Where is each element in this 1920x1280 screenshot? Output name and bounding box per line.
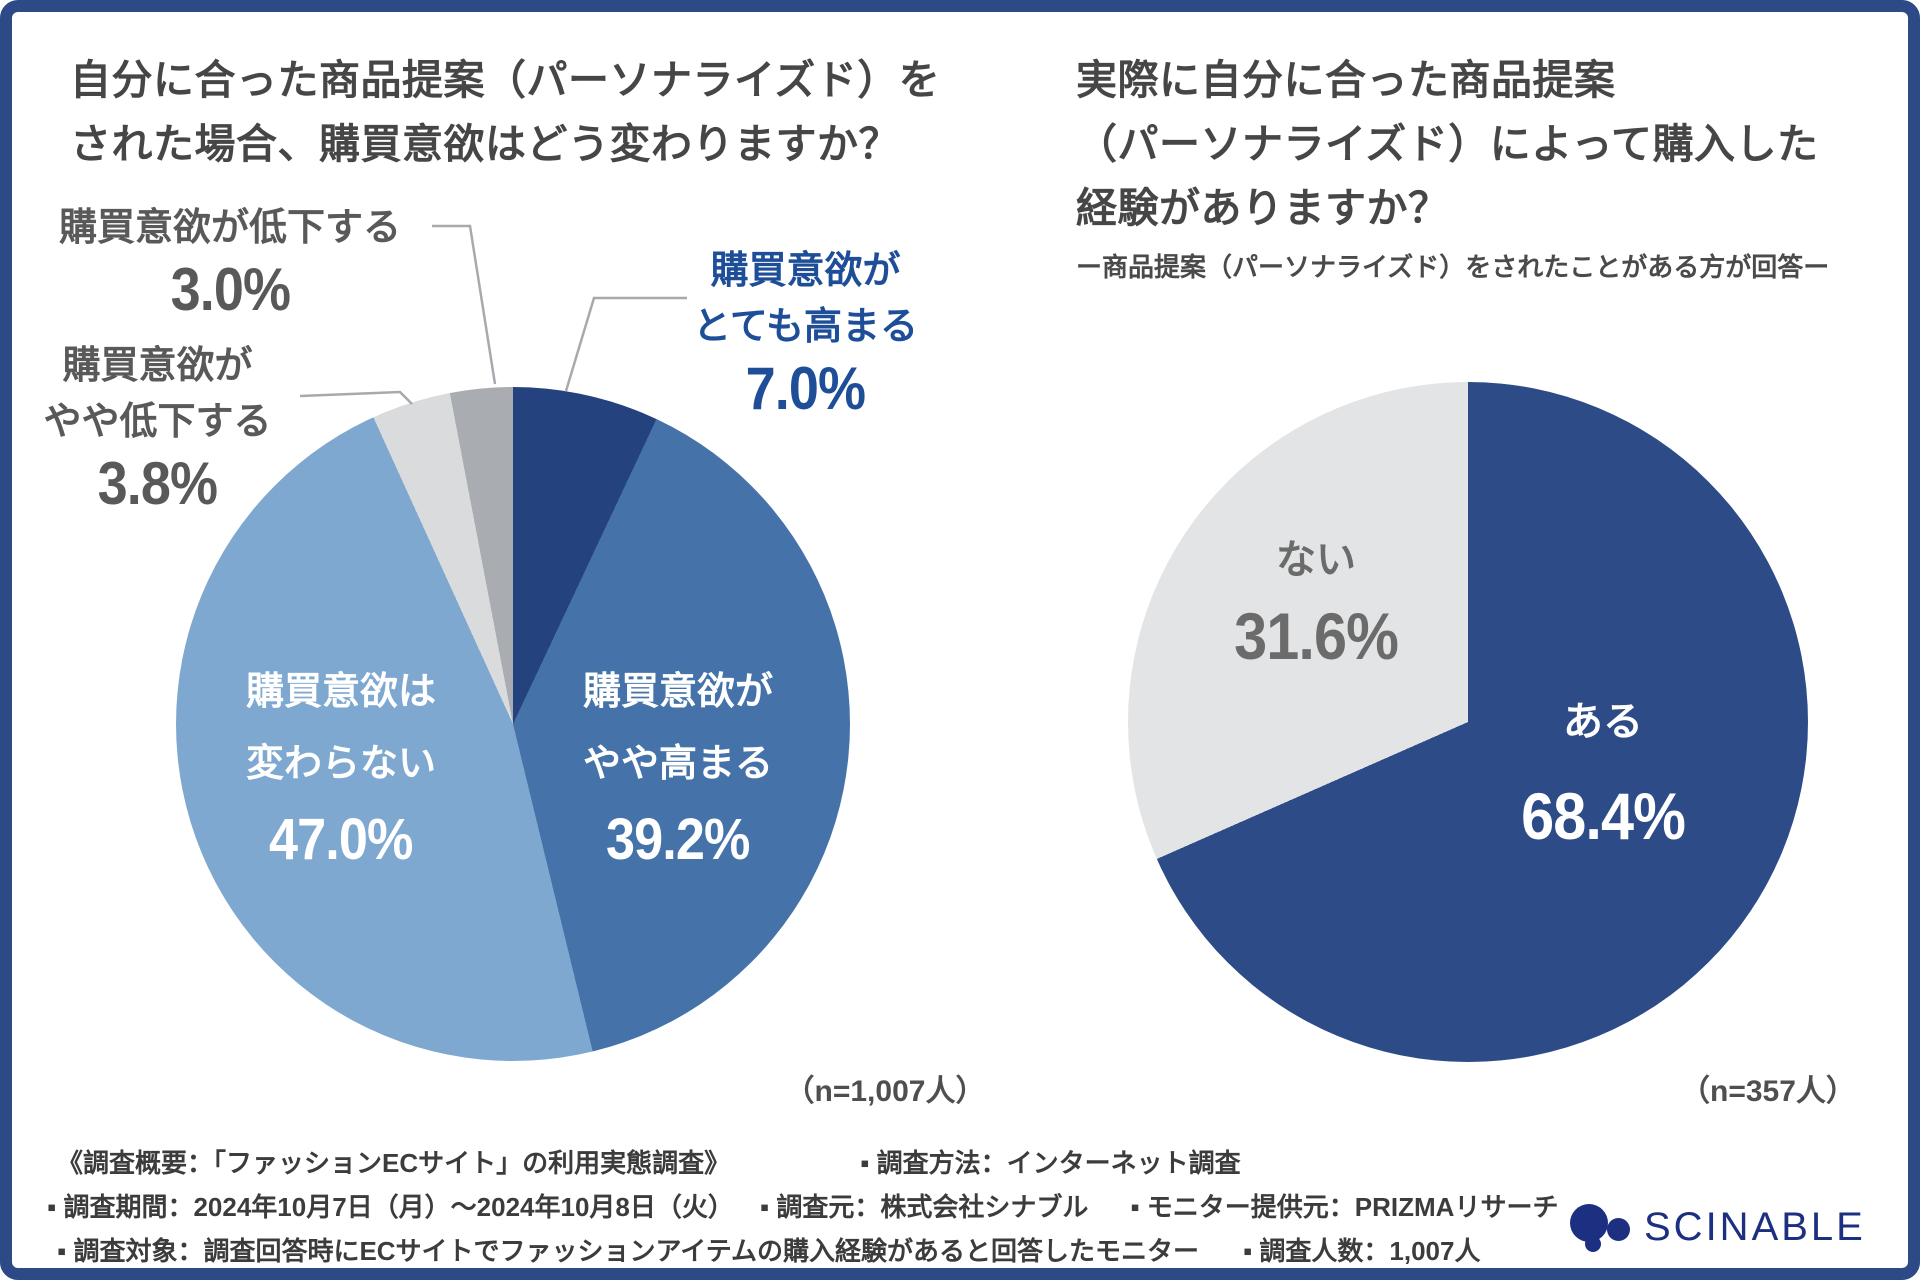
pie-label-very-increase-pct: 7.0%: [745, 355, 866, 422]
pie-label-slight-decrease-text1: 購買意欲が: [62, 345, 253, 387]
pie-label-slight-decrease-pct: 3.8%: [97, 450, 218, 517]
left-chart-title: 自分に合った商品提案（パーソナライズド）を された場合、購買意欲はどう変わります…: [70, 48, 940, 176]
logo-dot-small-icon: [1585, 1236, 1601, 1252]
logo-dot-large-icon: [1570, 1204, 1608, 1242]
right-chart-title-line3: 経験がありますか？: [1076, 185, 1450, 231]
logo-dot-medium-icon: [1607, 1218, 1630, 1241]
right-chart-title-line1: 実際に自分に合った商品提案: [1076, 57, 1616, 103]
scinable-logo-text: SCINABLE: [1644, 1204, 1866, 1249]
survey-period: ▪ 調査期間：2024年10月7日（月）～2024年10月8日（火）: [47, 1192, 734, 1222]
pie-label-slight-increase: 購買意欲が やや高まる 39.2%: [528, 656, 828, 874]
right-chart-subtitle: ー商品提案（パーソナライズド）をされたことがある方が回答ー: [1076, 252, 1830, 282]
pie-label-very-increase-text2: とても高まる: [693, 306, 918, 348]
scinable-logo-dots-icon: [1570, 1198, 1630, 1256]
left-pie-chart: [176, 387, 850, 1061]
pie-label-no-change-pct: 47.0%: [269, 807, 413, 872]
pie-label-has-experience-text: ある: [1563, 700, 1643, 744]
pie-label-slight-increase-pct: 39.2%: [606, 807, 750, 872]
pie-label-decrease-text: 購買意欲が低下する: [58, 207, 401, 249]
left-chart-title-line1: 自分に合った商品提案（パーソナライズド）を: [70, 57, 941, 103]
pie-label-no-experience-pct: 31.6%: [1234, 599, 1399, 673]
sample-size-right: （n=357人）: [1680, 1075, 1856, 1108]
footer-line-1: 《調査概要：「ファッションECサイト」の利用実態調査》 ▪ 調査方法：インターネッ…: [57, 1145, 1241, 1181]
pie-label-slight-decrease-text2: やや低下する: [43, 401, 272, 443]
callout-line-decrease: [432, 224, 497, 385]
callout-line-slight-decrease: [299, 390, 413, 405]
pie-label-no-experience: ない 31.6%: [1166, 534, 1466, 674]
pie-label-slight-increase-text1: 購買意欲が: [582, 671, 773, 713]
survey-count: ▪ 調査人数：1,007人: [1242, 1236, 1481, 1266]
pie-label-has-experience: ある 68.4%: [1448, 696, 1758, 854]
pie-label-has-experience-pct: 68.4%: [1521, 779, 1686, 853]
right-chart-title: 実際に自分に合った商品提案 （パーソナライズド）によって購入した 経験があります…: [1076, 48, 1829, 284]
right-pie-chart: [1128, 382, 1808, 1062]
pie-label-decrease: 購買意欲が低下する 3.0%: [30, 200, 430, 324]
pie-label-very-increase-text1: 購買意欲が: [710, 250, 901, 292]
pie-label-no-change-text2: 変わらない: [245, 743, 436, 785]
sample-size-left: （n=1,007人）: [784, 1075, 986, 1108]
footer-line-3: ▪ 調査対象：調査回答時にECサイトでファッションアイテムの購入経験があると回答…: [57, 1233, 1480, 1269]
pie-label-no-change-text1: 購買意欲は: [245, 671, 436, 713]
pie-label-very-increase: 購買意欲が とても高まる 7.0%: [658, 243, 953, 423]
left-chart-title-line2: された場合、購買意欲はどう変わりますか？: [70, 121, 900, 167]
pie-label-slight-increase-text2: やや高まる: [582, 743, 773, 785]
pie-label-decrease-pct: 3.0%: [170, 256, 290, 323]
survey-overview: 《調査概要：「ファッションECサイト」の利用実態調査》: [57, 1148, 731, 1178]
scinable-logo: SCINABLE: [1570, 1198, 1866, 1256]
monitor-provider: ▪ モニター提供元：PRIZMAリサーチ: [1130, 1192, 1559, 1222]
footer-line-2: ▪ 調査期間：2024年10月7日（月）～2024年10月8日（火） ▪ 調査元：…: [47, 1189, 1558, 1225]
pie-label-no-experience-text: ない: [1276, 538, 1356, 582]
pie-label-slight-decrease: 購買意欲が やや低下する 3.8%: [10, 338, 305, 518]
survey-source: ▪ 調査元：株式会社シナブル: [759, 1192, 1089, 1222]
survey-target: ▪ 調査対象：調査回答時にECサイトでファッションアイテムの購入経験があると回答…: [57, 1236, 1199, 1266]
survey-method: ▪ 調査方法：インターネット調査: [860, 1148, 1241, 1178]
pie-label-no-change: 購買意欲は 変わらない 47.0%: [191, 656, 491, 874]
right-chart-title-line2: （パーソナライズド）によって購入した: [1076, 121, 1819, 167]
